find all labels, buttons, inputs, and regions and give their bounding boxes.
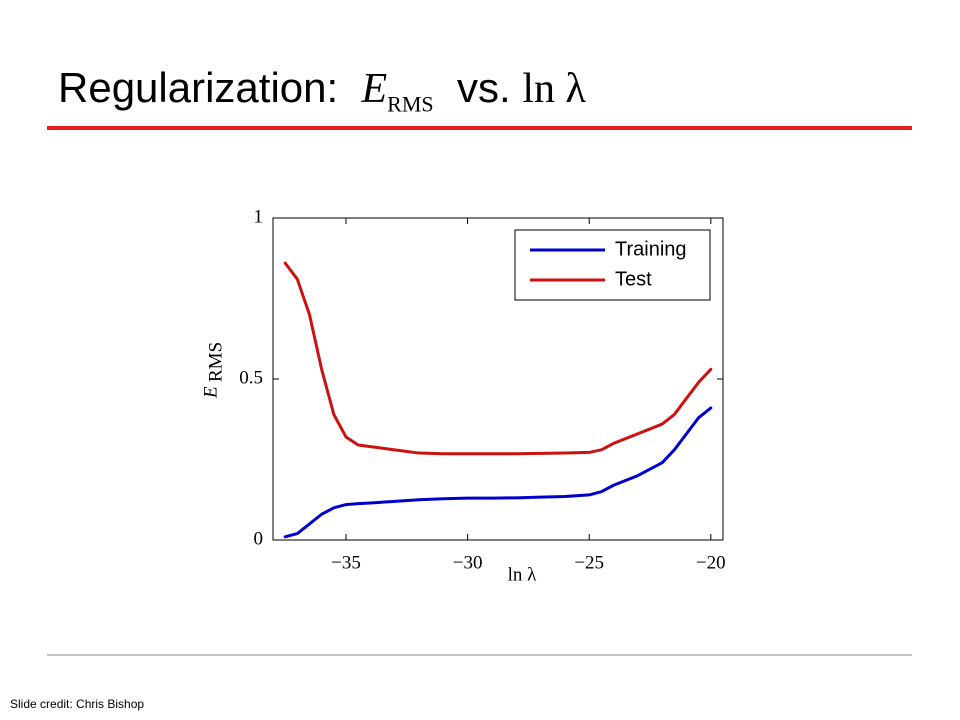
x-tick-label: −20 [696, 552, 726, 573]
legend-box [514, 229, 711, 301]
series-line [283, 406, 713, 539]
legend-label: Test [615, 268, 652, 290]
slide-title: Regularization: ERMS vs. ln λ [58, 64, 586, 117]
title-text: vs. [457, 64, 511, 111]
slide-credit: Slide credit: Chris Bishop [10, 697, 145, 711]
legend-label: Training [615, 238, 687, 260]
title-math: E [361, 66, 388, 112]
x-tick-label: −30 [453, 552, 483, 573]
x-axis-label: ln λ [508, 564, 538, 585]
y-label-subscript: RMS [205, 342, 226, 382]
y-tick-label: 0 [254, 528, 264, 549]
series-line [283, 261, 713, 456]
y-axis-label: E RMS [200, 342, 226, 399]
y-tick-label: 0.5 [239, 367, 263, 388]
y-tick-label: 1 [254, 206, 264, 227]
x-tick-label: −25 [574, 552, 604, 573]
x-tick-label: −35 [331, 552, 361, 573]
title-text: Regularization: [58, 64, 339, 111]
title-math-sub: RMS [387, 91, 434, 117]
y-label-symbol: E [200, 386, 221, 399]
title-math: ln λ [522, 66, 586, 112]
